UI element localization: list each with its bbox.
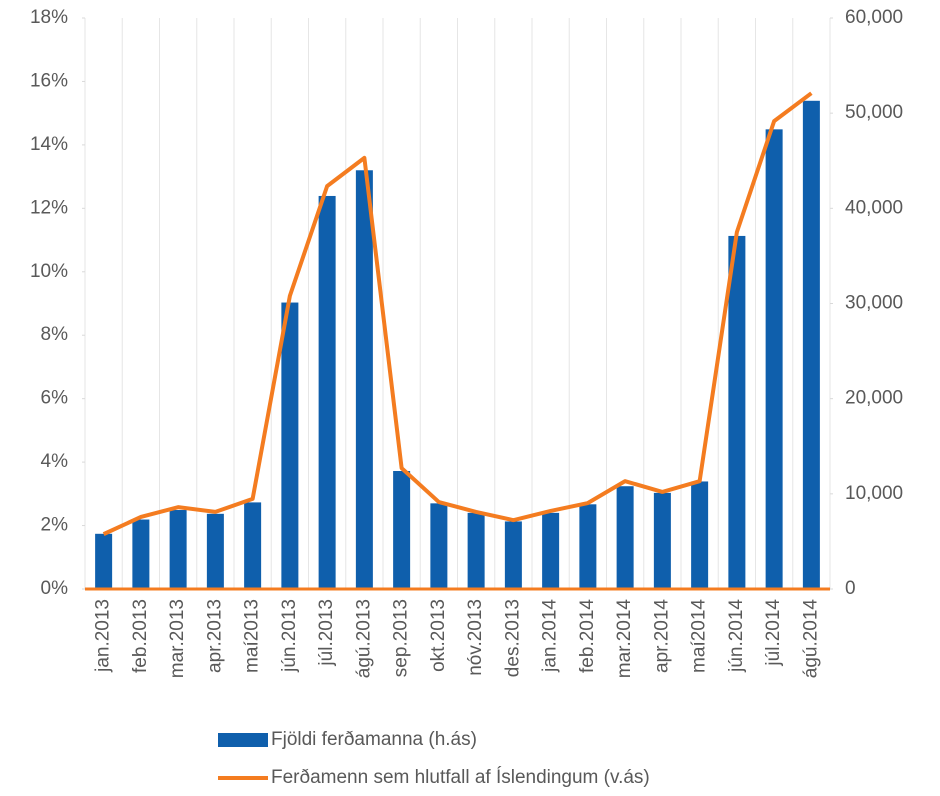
bar: [802, 100, 820, 590]
y2-tick-label: 10,000: [845, 483, 903, 504]
bar: [616, 486, 634, 589]
y2-tick-label: 30,000: [845, 293, 903, 314]
y2-tick-label: 60,000: [845, 7, 903, 28]
x-tick-label: jún.2013: [279, 599, 300, 673]
x-tick-label: feb.2013: [130, 599, 151, 673]
x-tick-label: mar.2013: [167, 599, 188, 678]
y-tick-label: 4%: [41, 451, 69, 472]
y-tick-label: 10%: [30, 261, 68, 282]
x-tick-label: júl.2014: [763, 599, 784, 667]
y-tick-label: 6%: [41, 388, 69, 409]
x-tick-label: nóv.2013: [465, 599, 486, 676]
y-tick-label: 12%: [30, 197, 68, 218]
bar: [504, 521, 522, 589]
legend-swatch: [218, 733, 268, 747]
bar: [691, 481, 709, 589]
y2-tick-label: 40,000: [845, 197, 903, 218]
x-tick-label: apr.2014: [651, 599, 672, 673]
y-tick-label: 0%: [41, 578, 69, 599]
x-tick-label: jan.2013: [93, 599, 114, 673]
bar: [281, 302, 299, 589]
y-tick-label: 14%: [30, 134, 68, 155]
y-tick-label: 8%: [41, 324, 69, 345]
bar: [765, 129, 783, 589]
x-tick-label: maí2013: [242, 599, 263, 673]
line: [102, 91, 813, 536]
bar: [206, 513, 224, 589]
bar: [430, 503, 448, 589]
y-tick-label: 18%: [30, 7, 68, 28]
x-tick-label: mar.2014: [614, 599, 635, 679]
y2-tick-label: 50,000: [845, 102, 903, 123]
bar: [355, 170, 373, 589]
y2-tick-label: 0: [845, 578, 856, 599]
x-tick-label: apr.2013: [204, 599, 225, 673]
bar: [132, 519, 150, 589]
bar: [244, 502, 262, 589]
x-tick-label: jan.2014: [540, 599, 561, 673]
x-tick-label: feb.2014: [577, 599, 598, 673]
bar: [467, 512, 485, 589]
bar: [542, 512, 560, 589]
y2-tick-label: 20,000: [845, 388, 903, 409]
bar: [728, 235, 746, 589]
bar: [393, 470, 411, 589]
x-tick-label: sep.2013: [391, 599, 412, 677]
bar: [318, 195, 336, 589]
y-tick-label: 16%: [30, 70, 68, 91]
x-tick-label: ágú.2013: [353, 599, 374, 678]
bar: [579, 504, 597, 589]
bar: [169, 510, 187, 589]
bar: [95, 533, 113, 589]
x-tick-label: jún.2014: [726, 599, 747, 673]
legend-label: Fjöldi ferðamanna (h.ás): [271, 729, 477, 750]
x-tick-label: júl.2013: [316, 599, 337, 667]
legend-label: Ferðamenn sem hlutfall af Íslendingum (v…: [271, 767, 650, 788]
x-tick-label: okt.2013: [428, 599, 449, 672]
y-tick-label: 2%: [41, 515, 69, 536]
x-tick-label: ágú.2014: [800, 599, 821, 679]
bar: [653, 492, 671, 589]
x-tick-label: des.2013: [502, 599, 523, 677]
x-tick-label: maí2014: [689, 599, 710, 673]
